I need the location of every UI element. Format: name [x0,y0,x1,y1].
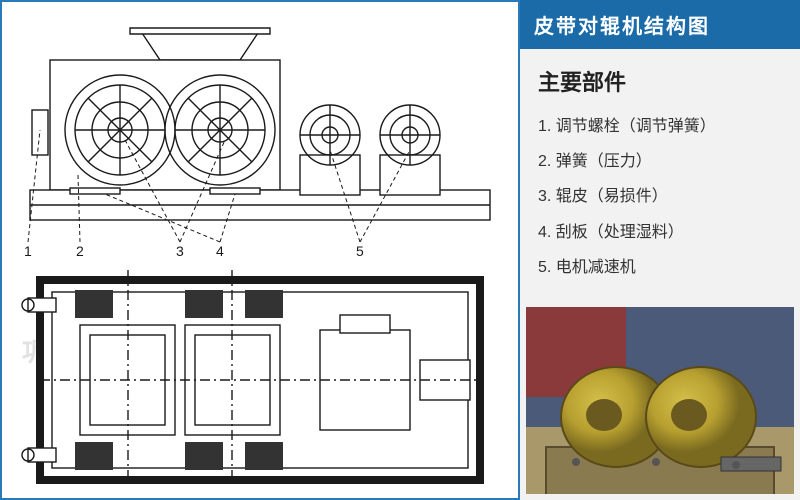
info-panel: 皮带对辊机结构图 主要部件 1. 调节螺栓（调节弹簧） 2. 弹簧（压力） 3.… [520,0,800,500]
svg-text:3: 3 [176,243,184,259]
rollers-photo [526,307,794,494]
svg-text:5: 5 [356,243,364,259]
part-item: 2. 弹簧（压力） [538,144,782,179]
parts-section: 主要部件 1. 调节螺栓（调节弹簧） 2. 弹簧（压力） 3. 辊皮（易损件） … [520,49,800,301]
part-item: 4. 刮板（处理湿料） [538,215,782,250]
part-item: 1. 调节螺栓（调节弹簧） [538,109,782,144]
part-item: 3. 辊皮（易损件） [538,179,782,214]
title-bar: 皮带对辊机结构图 [520,0,800,49]
part-item: 5. 电机减速机 [538,250,782,285]
parts-heading: 主要部件 [538,65,782,97]
parts-list: 1. 调节螺栓（调节弹簧） 2. 弹簧（压力） 3. 辊皮（易损件） 4. 刮板… [538,109,782,285]
engineering-diagram: 1 2 3 4 5 [10,10,510,490]
svg-text:2: 2 [76,243,84,259]
svg-text:1: 1 [24,243,32,259]
svg-text:4: 4 [216,243,224,259]
diagram-panel: 巩义金联机械 巩义金联机械 [0,0,520,500]
